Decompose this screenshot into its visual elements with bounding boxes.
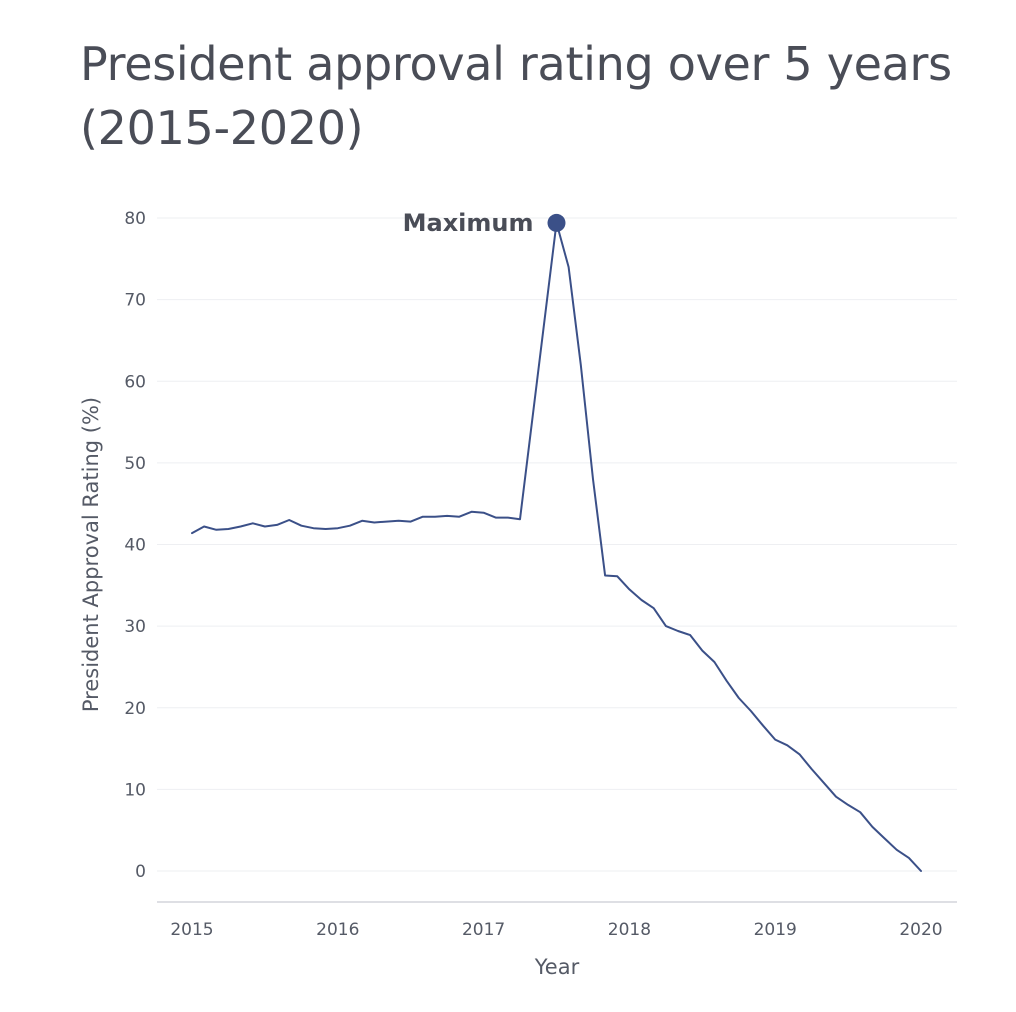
y-tick-label-20: 20 <box>124 699 146 719</box>
chart-title: President approval rating over 5 years (… <box>80 37 952 155</box>
grid-lines <box>157 217 957 872</box>
y-tick-label-30: 30 <box>124 617 146 637</box>
y-axis-title: President Approval Rating (%) <box>79 397 103 712</box>
y-tick-label-60: 60 <box>124 372 146 392</box>
y-tick-label-80: 80 <box>124 209 146 229</box>
x-tick-label-2015: 2015 <box>170 920 213 940</box>
series-layer <box>191 221 922 872</box>
y-tick-label-40: 40 <box>124 536 146 556</box>
x-tick-label-2016: 2016 <box>316 920 359 940</box>
x-tick-label-2019: 2019 <box>754 920 797 940</box>
x-tick-label-2020: 2020 <box>899 920 942 940</box>
y-tick-label-0: 0 <box>135 862 146 882</box>
series-line-1 <box>191 221 922 872</box>
y-tick-label-10: 10 <box>124 780 146 800</box>
axes: 0 10 20 30 40 50 60 70 80 2015 2016 2017 2018 2019 202… <box>124 209 957 940</box>
x-axis-title: Year <box>534 955 580 979</box>
annotation-layer: Maximum <box>403 209 566 237</box>
x-tick-label-2017: 2017 <box>462 920 505 940</box>
maximum-marker <box>547 213 566 232</box>
y-tick-label-50: 50 <box>124 454 146 474</box>
x-tick-label-2018: 2018 <box>608 920 651 940</box>
maximum-label: Maximum <box>403 209 534 237</box>
y-tick-label-70: 70 <box>124 291 146 311</box>
